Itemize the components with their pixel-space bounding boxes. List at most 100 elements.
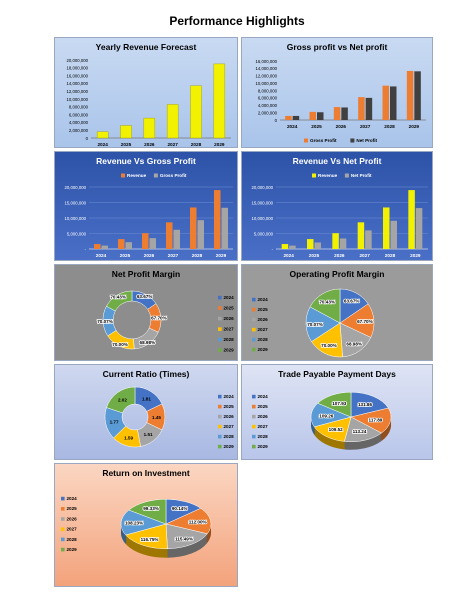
pie-slice (165, 523, 208, 549)
legend-swatch (344, 173, 349, 178)
bar (390, 220, 397, 249)
bar (96, 131, 109, 139)
data-label: 70.00% (321, 343, 337, 348)
data-label: 108.23% (125, 521, 143, 526)
bar (314, 242, 321, 249)
legend-swatch (218, 348, 222, 352)
data-label: 1.77 (110, 420, 119, 425)
pie-slice (120, 509, 167, 536)
bar (357, 222, 365, 249)
y-tick-label: 20,000,000 (66, 58, 88, 63)
bar (197, 220, 204, 249)
legend-label: 2029 (67, 547, 78, 552)
y-tick-label: 20,000,000 (251, 185, 273, 190)
x-tick-label: 2029 (409, 124, 420, 129)
bar (333, 107, 341, 120)
chart-title: Revenue Vs Net Profit (292, 156, 382, 166)
legend-label: 2029 (258, 347, 269, 352)
legend-label: 2024 (67, 496, 78, 501)
data-label: 63.67% (344, 299, 360, 304)
legend-label: 2027 (258, 424, 269, 429)
legend-swatch (252, 414, 256, 419)
chart-title: Revenue Vs Gross Profit (96, 156, 196, 166)
x-tick-label: 2029 (214, 142, 225, 147)
data-label: 117.89 (369, 417, 383, 422)
y-tick-label: 10,000,000 (64, 216, 86, 221)
legend-swatch (252, 327, 256, 332)
legend-swatch (218, 306, 222, 310)
legend-swatch (252, 337, 256, 342)
data-label: 116.75% (141, 537, 159, 542)
data-label: 115.49% (175, 536, 193, 541)
bar (365, 97, 373, 120)
x-tick-label: 2026 (144, 253, 155, 258)
bar (341, 107, 348, 120)
legend-swatch (252, 307, 256, 312)
legend-label: 2028 (67, 537, 78, 542)
data-label: 112.00% (189, 519, 207, 524)
data-label: 109.26 (319, 413, 333, 418)
bar (358, 97, 365, 120)
x-tick-label: 2027 (360, 124, 371, 129)
yearly-revenue-panel: Yearly Revenue Forecast 0 2,000,000 4,000,… (54, 37, 238, 148)
legend-label: 2025 (224, 306, 235, 311)
y-tick-label: 15,000,000 (64, 200, 86, 205)
legend-label: 2026 (67, 516, 78, 521)
pie-slice (133, 327, 159, 350)
legend-label: Revenue (127, 173, 147, 178)
chart-title: Trade Payable Payment Days (278, 369, 396, 379)
legend-label: Net Profit (351, 173, 372, 178)
y-tick-label: 10,000,000 (255, 81, 277, 86)
legend-swatch (218, 327, 222, 331)
legend-swatch (252, 317, 256, 322)
data-label: 70.07% (97, 319, 113, 324)
pie-slice (350, 407, 392, 434)
pie-slice (106, 386, 136, 414)
x-tick-label: 2025 (120, 253, 131, 258)
data-label: 1.45 (152, 415, 161, 420)
x-tick-label: 2024 (287, 124, 298, 129)
y-tick-label: 0 (275, 118, 278, 123)
x-tick-label: 2029 (410, 253, 421, 258)
current-ratio-chart: 1.81 1.45 1.51 1.59 1.77 2.02 2024 2025 2026 2027… (104, 386, 235, 449)
legend-swatch (252, 444, 256, 449)
x-tick-label: 2028 (385, 253, 396, 258)
x-tick-label: 2025 (309, 253, 320, 258)
net-profit-margin-panel: Net Profit Margin 63.67% 67.70% 68.98% 70.0… (54, 264, 238, 361)
chart-title: Return on Investment (102, 468, 190, 478)
current-ratio-panel: Current Ratio (Times) 1.81 1.45 1.51 1.59 1.… (54, 364, 238, 460)
data-label: 1.59 (124, 435, 133, 440)
legend-label: 2028 (258, 434, 269, 439)
data-label: 1.81 (142, 397, 151, 402)
trade-payable-days-chart: 131.86 117.89 113.24 109.52 109.26 107.93 2024… (252, 391, 392, 450)
legend-swatch (252, 394, 256, 399)
legend-swatch (218, 337, 222, 342)
bar (317, 112, 324, 120)
y-tick-label: - (272, 247, 274, 252)
y-tick-label: 16,000,000 (66, 73, 88, 78)
legend-label: 2024 (224, 295, 235, 300)
x-tick-label: 2026 (336, 124, 347, 129)
bar (332, 233, 339, 249)
gross-vs-net-chart: 0 2,000,000 4,000,000 6,000,000 8,000,000 10,… (255, 59, 426, 143)
legend-swatch (218, 316, 222, 321)
x-tick-label: 2027 (167, 142, 178, 147)
legend-label: 2028 (224, 434, 235, 439)
y-tick-label: 4,000,000 (258, 103, 278, 108)
data-label: 68.98% (346, 341, 362, 346)
legend-label: 2024 (258, 394, 269, 399)
legend-label: 2027 (258, 327, 269, 332)
legend-swatch (153, 173, 158, 178)
bar (414, 71, 421, 120)
legend-label: 2027 (224, 424, 235, 429)
bar (221, 207, 228, 249)
data-label: 70.43% (319, 299, 335, 304)
bar (166, 104, 179, 139)
y-tick-label: 10,000,000 (251, 216, 273, 221)
y-tick-label: 18,000,000 (66, 66, 88, 71)
page-title: Performance Highlights (169, 14, 305, 28)
bar (415, 208, 423, 249)
legend-swatch (252, 424, 256, 429)
y-tick-label: 5,000,000 (254, 231, 274, 236)
bar (339, 238, 347, 249)
